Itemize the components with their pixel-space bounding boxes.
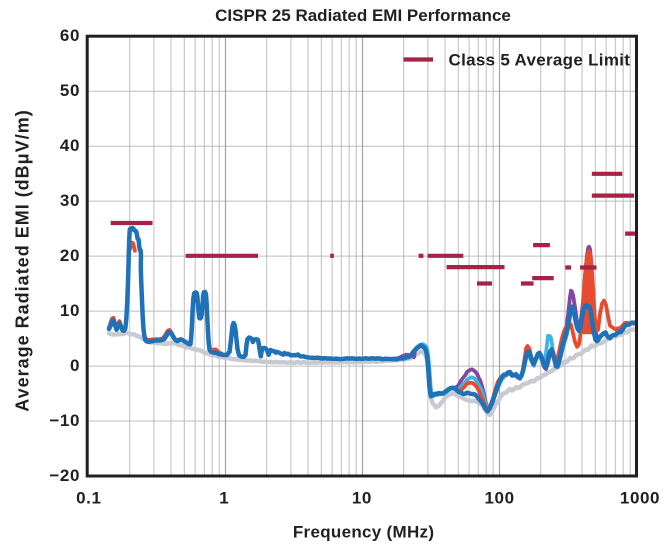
svg-text:40: 40 [60, 136, 80, 155]
svg-text:Class 5 Average Limit: Class 5 Average Limit [449, 51, 631, 70]
svg-text:0.1: 0.1 [76, 489, 101, 508]
svg-text:100: 100 [485, 489, 515, 508]
svg-text:Average Radiated EMI (dBμV/m): Average Radiated EMI (dBμV/m) [13, 109, 33, 411]
svg-text:1000: 1000 [620, 489, 660, 508]
svg-text:10: 10 [60, 301, 80, 320]
svg-text:50: 50 [60, 81, 80, 100]
svg-text:0: 0 [70, 356, 80, 375]
svg-text:1: 1 [219, 489, 229, 508]
svg-text:20: 20 [60, 246, 80, 265]
svg-text:Frequency (MHz): Frequency (MHz) [293, 523, 434, 542]
svg-text:−10: −10 [49, 411, 80, 430]
svg-text:−20: −20 [49, 466, 80, 485]
svg-text:10: 10 [352, 489, 372, 508]
svg-text:60: 60 [60, 26, 80, 45]
svg-text:CISPR 25 Radiated EMI Performa: CISPR 25 Radiated EMI Performance [215, 6, 511, 25]
svg-text:30: 30 [60, 191, 80, 210]
